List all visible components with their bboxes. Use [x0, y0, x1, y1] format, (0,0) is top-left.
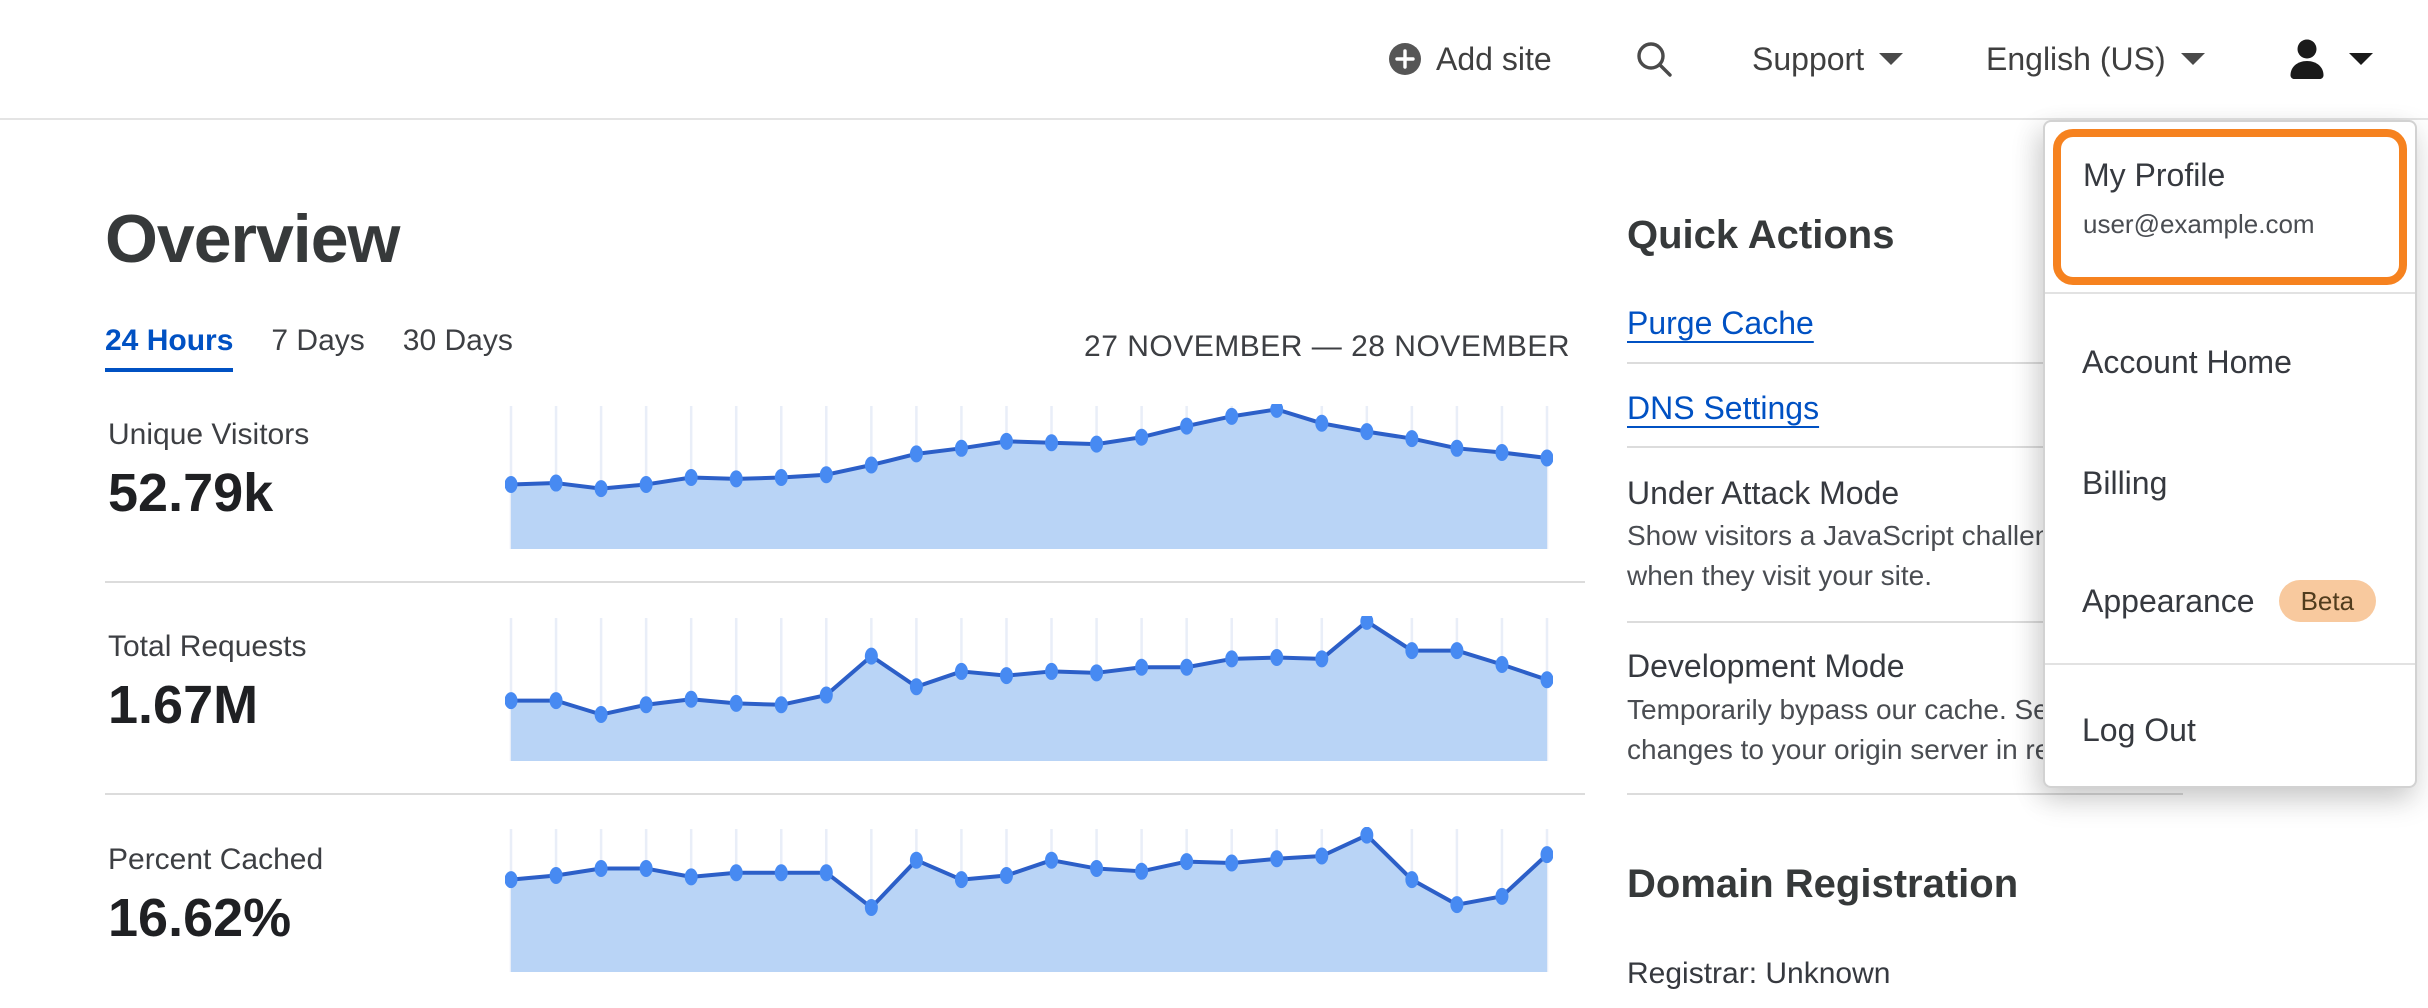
divider: [1627, 362, 2183, 364]
page-title: Overview: [105, 201, 400, 277]
percent-cached-chart: [505, 827, 1553, 972]
unique-visitors-label: Unique Visitors: [108, 418, 310, 451]
row-divider: [105, 793, 1585, 795]
menu-item-label: Account Home: [2082, 344, 2292, 380]
divider: [1627, 446, 2183, 448]
description-line: Show visitors a JavaScript challenge: [1627, 520, 2082, 551]
add-site-button[interactable]: Add site: [1388, 0, 1552, 118]
dns-settings-link[interactable]: DNS Settings: [1627, 390, 1820, 426]
divider: [1627, 793, 2183, 795]
percent-cached-label: Percent Cached: [108, 843, 324, 876]
profile-dropdown-menu: My Profile user@example.com Account Home…: [2043, 120, 2417, 788]
language-label: English (US): [1986, 40, 2166, 77]
unique-visitors-chart: [505, 404, 1553, 549]
date-range-label: 27 NOVEMBER — 28 NOVEMBER: [1084, 330, 1570, 363]
menu-item-log-out[interactable]: Log Out: [2082, 712, 2196, 749]
profile-menu-button[interactable]: [2288, 0, 2374, 118]
beta-badge: Beta: [2278, 580, 2377, 622]
analytics-overview-section: Overview 24 Hours 7 Days 30 Days 27 NOVE…: [105, 0, 1585, 1008]
quick-actions-section: Quick Actions Purge Cache DNS Settings U…: [1627, 0, 2183, 1008]
description-line: when they visit your site.: [1627, 560, 1933, 591]
divider: [1627, 621, 2183, 623]
total-requests-chart: [505, 616, 1553, 761]
percent-cached-value: 16.62%: [108, 888, 292, 948]
menu-item-account-home[interactable]: Account Home: [2082, 344, 2292, 381]
purge-cache-link[interactable]: Purge Cache: [1627, 305, 1814, 341]
add-site-label: Add site: [1436, 40, 1552, 77]
row-divider: [105, 581, 1585, 583]
chevron-down-icon: [2180, 53, 2205, 65]
time-range-tabs-row: 24 Hours 7 Days 30 Days 27 NOVEMBER — 28…: [105, 324, 1585, 388]
menu-item-label: Appearance: [2082, 582, 2255, 619]
search-button[interactable]: [1632, 0, 1676, 118]
menu-item-label: Billing: [2082, 465, 2168, 501]
under-attack-mode-title: Under Attack Mode: [1627, 475, 1900, 511]
total-requests-value: 1.67M: [108, 675, 259, 735]
quick-actions-title: Quick Actions: [1627, 213, 1895, 257]
my-profile-menu-item[interactable]: My Profile user@example.com: [2053, 129, 2407, 285]
top-nav-bar: Add site Support English (US): [0, 0, 2428, 120]
my-profile-label: My Profile: [2083, 157, 2226, 193]
menu-divider: [2045, 292, 2415, 294]
tab-24-hours[interactable]: 24 Hours: [105, 324, 234, 372]
support-label: Support: [1752, 40, 1865, 77]
tab-7-days[interactable]: 7 Days: [271, 324, 365, 357]
plus-circle-icon: [1389, 43, 1421, 75]
under-attack-mode-description: Show visitors a JavaScript challenge whe…: [1627, 516, 2081, 596]
registrar-label: Registrar: Unknown: [1627, 957, 1891, 990]
chevron-down-icon: [1879, 53, 1904, 65]
language-menu[interactable]: English (US): [1986, 0, 2206, 118]
description-line: Temporarily bypass our cache. See: [1627, 694, 2065, 725]
menu-divider: [2045, 663, 2415, 665]
profile-email: user@example.com: [2083, 209, 2315, 239]
unique-visitors-value: 52.79k: [108, 463, 274, 523]
development-mode-title: Development Mode: [1627, 648, 1905, 684]
menu-item-label: Log Out: [2082, 712, 2196, 748]
search-icon: [1637, 42, 1672, 77]
tab-30-days[interactable]: 30 Days: [402, 324, 513, 357]
menu-item-appearance[interactable]: Appearance Beta: [2082, 580, 2377, 622]
domain-registration-title: Domain Registration: [1627, 862, 2019, 906]
person-icon: [2290, 39, 2324, 79]
chevron-down-icon: [2349, 53, 2373, 65]
support-menu[interactable]: Support: [1752, 0, 1904, 118]
menu-item-billing[interactable]: Billing: [2082, 465, 2167, 502]
total-requests-label: Total Requests: [108, 630, 307, 663]
